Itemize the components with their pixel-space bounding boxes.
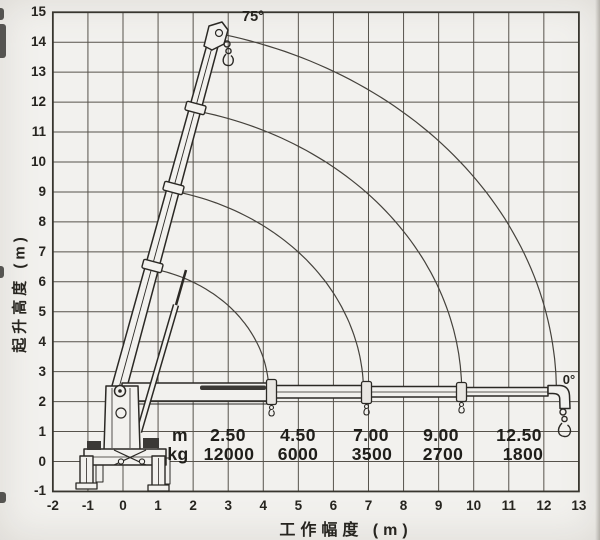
y-tick-label: 6 — [38, 273, 46, 289]
hook-icon — [363, 403, 370, 416]
scan-artifact — [0, 266, 4, 278]
y-tick-label: -1 — [33, 483, 46, 499]
load-table-radius-value: 4.50 — [280, 425, 316, 445]
boom-section-collar — [360, 380, 373, 405]
load-table-row-label: m — [172, 425, 188, 445]
hook-icon — [268, 404, 275, 417]
y-tick-label: 15 — [30, 4, 46, 20]
load-table-capacity-value: 1800 — [502, 444, 544, 464]
boom-head — [547, 384, 571, 410]
y-tick-label: 2 — [38, 393, 46, 409]
luffing-arc — [214, 32, 558, 393]
y-tick-label: 10 — [30, 154, 46, 169]
boom-min-angle-label: 0° — [562, 372, 576, 387]
x-tick-label: 4 — [259, 498, 268, 513]
boom-section-collar — [265, 378, 278, 406]
x-tick-label: 11 — [501, 498, 516, 513]
y-tick-label: 1 — [38, 423, 46, 439]
y-tick-label: 14 — [30, 34, 46, 50]
boom-max-angle-label: 75° — [242, 9, 264, 25]
x-tick-label: -1 — [81, 498, 94, 513]
boom-head — [203, 21, 229, 51]
sheave-icon — [214, 28, 224, 38]
scan-artifact — [0, 492, 6, 503]
x-tick-label: 10 — [466, 498, 482, 513]
scan-artifact — [0, 24, 6, 58]
extension-cylinder — [200, 385, 266, 390]
y-tick-label: 12 — [30, 94, 46, 110]
luffing-arc — [172, 190, 365, 393]
plot-border — [51, 11, 580, 493]
grid — [51, 11, 580, 493]
y-tick-label: 5 — [38, 303, 46, 319]
x-tick-label: 9 — [434, 498, 443, 513]
boom-section-collar — [141, 258, 164, 274]
load-table-capacity-value: 6000 — [277, 444, 319, 464]
load-table-radius-value: 9.00 — [423, 425, 459, 445]
x-tick-label: 0 — [119, 498, 127, 513]
load-table-capacity-value: 12000 — [203, 444, 255, 464]
y-tick-label: 8 — [38, 213, 46, 229]
y-tick-label: 13 — [30, 64, 46, 80]
x-tick-label: 3 — [224, 498, 232, 513]
luffing-arc — [193, 109, 463, 393]
y-tick-label: 0 — [38, 453, 46, 469]
luffing-arcs — [151, 32, 558, 393]
outrigger-foot — [75, 482, 98, 490]
boom-section-collar — [184, 100, 207, 116]
y-tick-label: 3 — [38, 363, 46, 379]
hook-icon — [458, 401, 465, 414]
x-tick-label: -2 — [46, 498, 59, 513]
crane-base — [75, 269, 188, 492]
boom-horizontal-0 — [121, 378, 572, 438]
crane-illustration — [75, 21, 572, 492]
load-table-radius-value: 7.00 — [353, 425, 389, 445]
x-tick-label: 8 — [399, 498, 408, 513]
load-table-capacity-value: 2700 — [422, 444, 464, 464]
x-tick-label: 2 — [189, 498, 197, 513]
x-tick-label: 6 — [329, 498, 338, 513]
load-table-capacity-value: 3500 — [351, 444, 393, 464]
x-tick-label: 12 — [536, 498, 552, 513]
y-tick-label: 11 — [31, 124, 46, 140]
x-tick-label: 1 — [154, 498, 162, 513]
load-table-radius-value: 12.50 — [496, 425, 542, 445]
y-tick-label: 7 — [38, 243, 46, 259]
boom-raised-75 — [110, 21, 234, 395]
scan-artifact — [0, 8, 4, 20]
hook-icon — [222, 40, 234, 67]
load-table-radius-value: 2.50 — [210, 425, 246, 445]
x-axis-title: 工作幅度 (m) — [279, 522, 413, 539]
outrigger-foot — [147, 484, 170, 492]
x-tick-label: 13 — [571, 498, 587, 513]
y-tick-label: 4 — [38, 333, 46, 349]
hook-icon — [557, 408, 572, 438]
boom-section-collar — [162, 180, 185, 196]
y-tick-label: 9 — [38, 183, 46, 199]
scan-edge-shadow — [595, 0, 600, 540]
x-tick-label: 7 — [364, 498, 373, 513]
x-tick-label: 5 — [294, 498, 303, 513]
load-table-row-label: kg — [167, 444, 189, 464]
boom-section-collar — [455, 381, 468, 403]
